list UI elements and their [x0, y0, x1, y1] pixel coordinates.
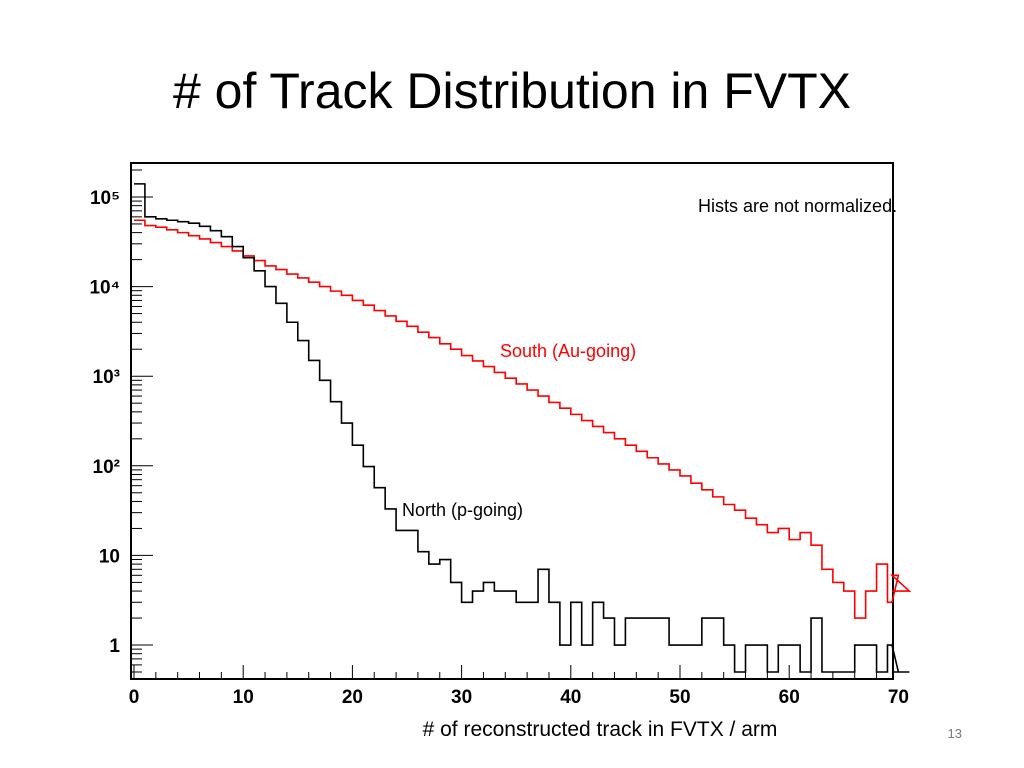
tick-labels: 0 10 20 30 40 50 60 70 1 10 10² 10³ 10⁴ 10⁵ [89, 188, 909, 708]
x-tick-label: 40 [560, 687, 581, 708]
x-axis-title: # of reconstructed track in FVTX / arm [423, 718, 778, 741]
y-tick-label: 10⁴ [89, 278, 120, 299]
y-tick-label: 10 [99, 546, 120, 567]
normalization-note: Hists are not normalized. [698, 196, 898, 216]
south-series-label: South (Au-going) [500, 341, 637, 361]
series-north-line [134, 183, 910, 673]
y-tick-label: 10² [93, 457, 120, 478]
y-tick-label: 1 [109, 636, 120, 657]
y-tick-label: 10³ [93, 367, 120, 388]
x-tick-label: 70 [888, 687, 909, 708]
x-tick-label: 20 [342, 687, 363, 708]
x-tick-label: 60 [779, 687, 800, 708]
x-tick-label: 0 [129, 687, 140, 708]
x-tick-label: 50 [669, 687, 690, 708]
series-south-line [134, 219, 912, 619]
page-number: 13 [947, 726, 962, 741]
axis-ticks [131, 169, 878, 679]
plot-frame [130, 162, 894, 680]
slide-title: # of Track Distribution in FVTX [172, 63, 851, 119]
series-layer [134, 183, 912, 673]
x-tick-label: 30 [451, 687, 472, 708]
north-series-label: North (p-going) [402, 500, 524, 520]
y-tick-label: 10⁵ [90, 188, 120, 209]
x-tick-label: 10 [233, 687, 254, 708]
